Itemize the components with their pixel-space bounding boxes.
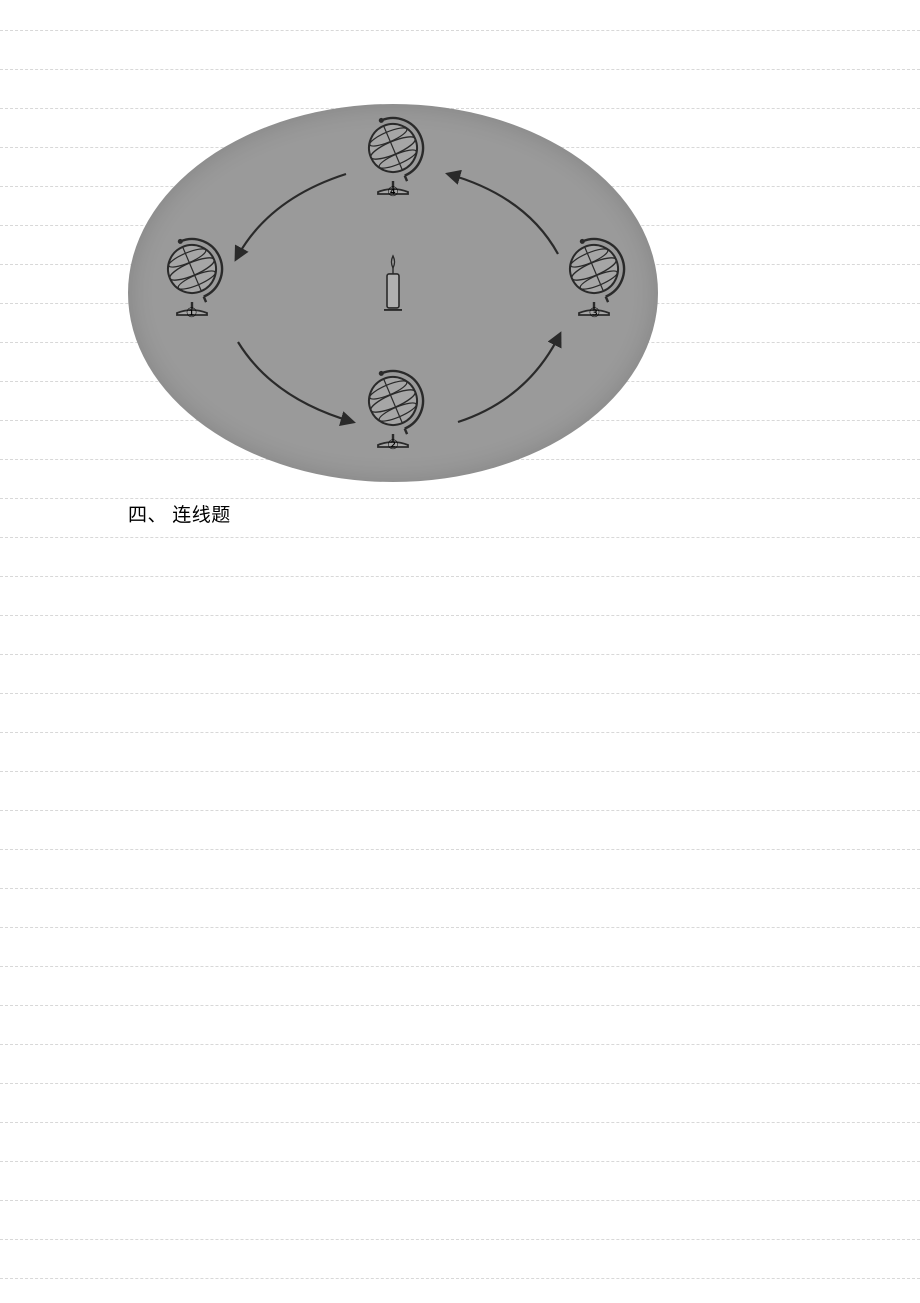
grid-line xyxy=(0,771,920,772)
page: ① ② xyxy=(0,0,920,1303)
grid-line xyxy=(0,1278,920,1279)
grid-line xyxy=(0,654,920,655)
grid-line xyxy=(0,1044,920,1045)
globe-position-2: ② xyxy=(358,361,428,451)
grid-line xyxy=(0,927,920,928)
section-heading-connect: 四、 连线题 xyxy=(128,500,231,527)
revolution-diagram: ① ② xyxy=(128,104,658,482)
grid-line xyxy=(0,30,920,31)
grid-line xyxy=(0,1239,920,1240)
grid-line xyxy=(0,1161,920,1162)
grid-line xyxy=(0,849,920,850)
globe-position-4: ④ xyxy=(358,108,428,198)
globe-position-1: ① xyxy=(157,229,227,319)
grid-line xyxy=(0,537,920,538)
grid-line xyxy=(0,888,920,889)
globe-label-3: ③ xyxy=(589,305,601,321)
grid-line xyxy=(0,1005,920,1006)
grid-line xyxy=(0,498,920,499)
grid-line xyxy=(0,69,920,70)
globe-position-3: ③ xyxy=(559,229,629,319)
grid-line xyxy=(0,576,920,577)
grid-line xyxy=(0,615,920,616)
globe-label-4: ④ xyxy=(387,184,399,200)
globe-label-2: ② xyxy=(387,437,399,453)
grid-line xyxy=(0,1083,920,1084)
globe-label-1: ① xyxy=(186,305,198,321)
grid-line xyxy=(0,732,920,733)
candle-sun-icon xyxy=(382,254,404,317)
grid-line xyxy=(0,693,920,694)
grid-line xyxy=(0,810,920,811)
grid-line xyxy=(0,1200,920,1201)
grid-line xyxy=(0,1122,920,1123)
grid-line xyxy=(0,966,920,967)
